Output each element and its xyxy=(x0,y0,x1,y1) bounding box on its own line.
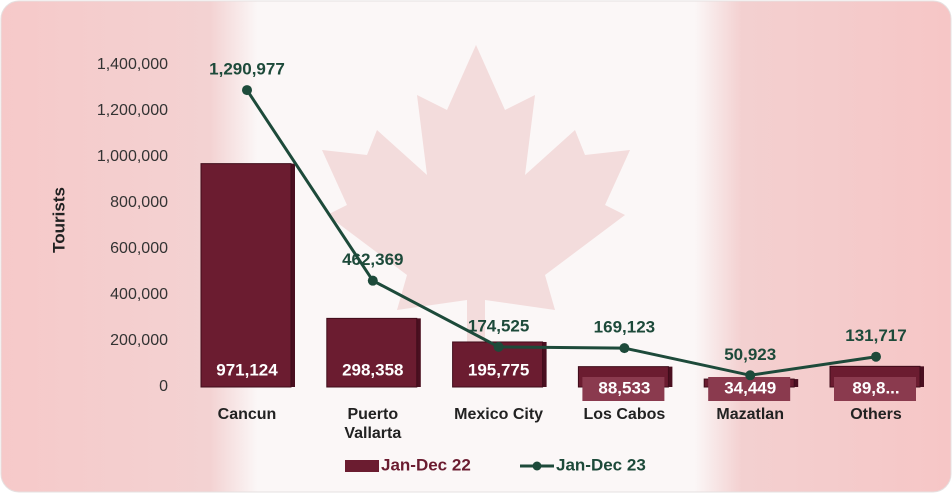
y-tick-label: 600,000 xyxy=(110,240,168,257)
line-point xyxy=(745,370,755,380)
line-value-label: 131,717 xyxy=(845,326,906,345)
x-tick-label: Cancun xyxy=(192,405,302,424)
bar-value-label: 34,449 xyxy=(724,378,776,397)
line-value-label: 462,369 xyxy=(342,250,403,269)
legend-swatch-dot xyxy=(533,462,542,471)
bar xyxy=(201,164,291,387)
legend-label: Jan-Dec 23 xyxy=(556,455,646,474)
y-axis-label: Tourists xyxy=(49,187,68,253)
y-tick-label: 1,200,000 xyxy=(97,102,168,119)
line-point xyxy=(368,276,378,286)
y-tick-label: 1,000,000 xyxy=(97,148,168,165)
line-value-label: 1,290,977 xyxy=(209,60,285,79)
y-tick-label: 800,000 xyxy=(110,194,168,211)
x-tick-label: Others xyxy=(821,405,931,424)
x-tick-label: Los Cabos xyxy=(569,405,679,424)
y-tick-label: 1,400,000 xyxy=(97,56,168,73)
legend-label: Jan-Dec 22 xyxy=(381,455,471,474)
line-point xyxy=(494,342,504,352)
y-tick-label: 200,000 xyxy=(110,332,168,349)
x-tick-label: Mexico City xyxy=(444,405,554,424)
bar-value-label: 195,775 xyxy=(468,360,529,379)
bar-value-label: 971,124 xyxy=(216,360,278,379)
bar-value-label: 88,533 xyxy=(598,378,650,397)
line-point xyxy=(871,352,881,362)
x-tick-label: Puerto Vallarta xyxy=(333,405,413,443)
bar-value-label: 298,358 xyxy=(342,360,403,379)
chart-card: Tourists 0 200,000 400,000 600,000 800,000 1,… xyxy=(0,0,952,493)
line-value-label: 50,923 xyxy=(724,345,776,364)
line-point xyxy=(619,343,629,353)
line-value-label: 169,123 xyxy=(594,318,655,337)
y-tick-label: 400,000 xyxy=(110,286,168,303)
legend-swatch xyxy=(345,460,379,472)
line-point xyxy=(242,85,252,95)
y-tick-label: 0 xyxy=(159,378,168,395)
line-value-label: 174,525 xyxy=(468,316,529,335)
x-tick-label: Mazatlan xyxy=(695,405,805,424)
bar-value-label: 89,8... xyxy=(852,378,899,397)
